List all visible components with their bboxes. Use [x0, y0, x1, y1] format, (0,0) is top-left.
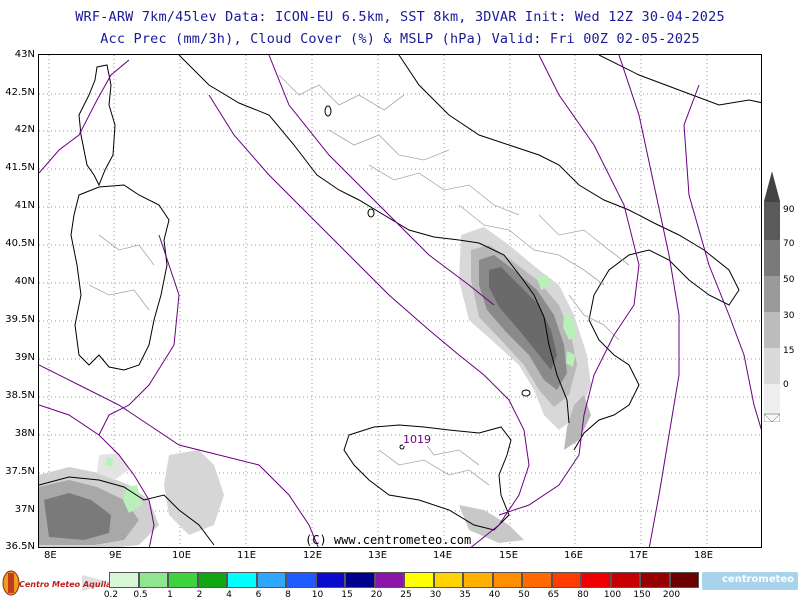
- lon-label: 9E: [109, 550, 122, 561]
- lat-label: 37N: [14, 504, 35, 515]
- lat-label: 42.5N: [5, 87, 35, 98]
- precip-color-box: [345, 572, 375, 588]
- precip-scale-label: 8: [285, 590, 291, 600]
- precip-color-box: [286, 572, 316, 588]
- lat-label: 38.5N: [5, 390, 35, 401]
- precip-color-box: [109, 572, 139, 588]
- lat-label: 40N: [14, 276, 35, 287]
- precip-color-box: [168, 572, 198, 588]
- lon-label: 8E: [44, 550, 57, 561]
- lon-label: 10E: [172, 550, 192, 561]
- precip-scale-label: 1: [167, 590, 173, 600]
- precip-scale-label: 150: [633, 590, 651, 600]
- precip-scale-label: 25: [400, 590, 412, 600]
- isobars: [39, 55, 761, 547]
- cloud-scale-label: 70: [783, 239, 795, 249]
- precip-scale-label: 65: [547, 590, 560, 600]
- precip-color-box: [404, 572, 434, 588]
- region-borders: [88, 74, 630, 486]
- lon-label: 17E: [629, 550, 649, 561]
- precip-scale-label: 0.5: [133, 590, 148, 600]
- precip-color-box: [522, 572, 552, 588]
- precip-scale-label: 6: [255, 590, 262, 600]
- precip-scale-label: 0.2: [103, 590, 119, 600]
- precip-scale-label: 80: [577, 590, 589, 600]
- precip-scale-label: 35: [459, 590, 471, 600]
- precip-scale-label: 2: [196, 590, 203, 600]
- lon-label: 13E: [368, 550, 388, 561]
- precip-color-box: [669, 572, 699, 588]
- cloud-scale-label: 50: [783, 275, 795, 285]
- lon-label: 12E: [303, 550, 323, 561]
- precip-color-box: [610, 572, 640, 588]
- cloud-scale-label: 15: [783, 346, 795, 356]
- header-subtitle: Acc Prec (mm/3h), Cloud Cover (%) & MSLP…: [100, 31, 700, 47]
- precip-color-box: [581, 572, 611, 588]
- graticule: [39, 55, 761, 547]
- lat-label: 40.5N: [5, 238, 35, 249]
- precip-scale-label: 10: [311, 590, 324, 600]
- lon-label: 15E: [499, 550, 519, 561]
- lat-label: 39.5N: [5, 314, 35, 325]
- header-title: WRF-ARW 7km/45lev Data: ICON-EU 6.5km, S…: [75, 9, 725, 25]
- cloud-scale-label: 30: [783, 311, 795, 321]
- precip-scale-label: 4: [226, 590, 232, 600]
- lat-label: 38N: [14, 428, 35, 439]
- precip-color-box: [315, 572, 345, 588]
- logo-right-text: centrometeo: [722, 574, 795, 585]
- logo-left-text: Centro Meteo Aquila: [19, 580, 112, 589]
- lat-label: 39N: [14, 352, 35, 363]
- map-canvas: [39, 55, 761, 547]
- lat-label: 43N: [14, 49, 35, 60]
- precip-color-box: [492, 572, 522, 588]
- centro-meteo-aquila-logo: [2, 570, 106, 596]
- weather-map: [38, 54, 762, 548]
- precip-scale-label: 20: [370, 590, 383, 600]
- precip-color-box: [463, 572, 493, 588]
- lat-label: 37.5N: [5, 466, 35, 477]
- cloud-scale-label: 0: [783, 380, 789, 390]
- lon-label: 16E: [564, 550, 584, 561]
- lat-label: 41.5N: [5, 162, 35, 173]
- precip-scale-label: 40: [488, 590, 501, 600]
- precip-color-box: [256, 572, 286, 588]
- precip-scale-label: 30: [429, 590, 442, 600]
- lon-label: 11E: [237, 550, 257, 561]
- coastlines: [39, 55, 761, 546]
- lon-label: 14E: [433, 550, 453, 561]
- precip-color-box: [227, 572, 257, 588]
- cloud-cover: [39, 227, 591, 547]
- lat-label: 36.5N: [5, 541, 35, 552]
- cloud-cover-scale: [764, 172, 780, 422]
- isobar-value-label: 1019: [403, 433, 431, 446]
- precip-scale-label: 100: [603, 590, 622, 600]
- lat-label: 41N: [14, 200, 35, 211]
- precip-color-box: [374, 572, 404, 588]
- precip-color-box: [197, 572, 227, 588]
- precip-color-box: [138, 572, 168, 588]
- precip-scale-label: 200: [662, 590, 681, 600]
- precip-scale-label: 50: [518, 590, 530, 600]
- precip-patches: [105, 275, 577, 513]
- precip-scale-label: 15: [341, 590, 353, 600]
- copyright-text: (C) www.centrometeo.com: [305, 533, 472, 547]
- lat-label: 42N: [14, 124, 35, 135]
- lon-label: 18E: [694, 550, 714, 561]
- centrometeo-logo: [702, 572, 798, 590]
- cloud-scale-label: 90: [783, 205, 795, 215]
- precip-color-box: [433, 572, 463, 588]
- precip-color-box: [640, 572, 670, 588]
- precip-color-box: [551, 572, 581, 588]
